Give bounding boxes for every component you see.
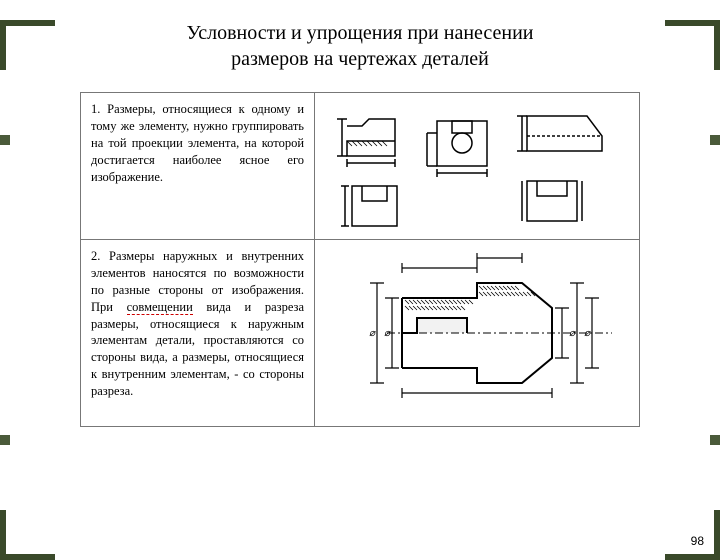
decoration-side xyxy=(714,20,720,70)
svg-text:⌀: ⌀ xyxy=(384,328,391,339)
decoration-side xyxy=(0,510,6,560)
title-line-1: Условности и упрощения при нанесении xyxy=(186,22,533,44)
rule-text-1: 1. Размеры, относящиеся к одному и тому … xyxy=(81,93,315,240)
technical-drawing-1-icon xyxy=(327,101,627,231)
title-line-2: размеров на чертежах деталей xyxy=(231,48,489,70)
decoration-corner xyxy=(665,554,720,560)
decoration-corner xyxy=(0,554,55,560)
decoration-square xyxy=(0,435,10,445)
underlined-text: совмещении xyxy=(127,300,193,315)
content-table: 1. Размеры, относящиеся к одному и тому … xyxy=(80,92,640,427)
table-row: 1. Размеры, относящиеся к одному и тому … xyxy=(81,93,640,240)
page-number: 98 xyxy=(691,534,704,548)
decoration-square xyxy=(0,135,10,145)
decoration-corner xyxy=(665,20,720,26)
page-title: Условности и упрощения при нанесении раз… xyxy=(0,20,720,72)
technical-drawing-2-icon: ⌀ ⌀ ⌀ ⌀ xyxy=(327,248,627,418)
rule-text-2: 2. Размеры наружных и внутренних элемент… xyxy=(81,240,315,427)
svg-text:⌀: ⌀ xyxy=(569,328,576,339)
table-row: 2. Размеры наружных и внутренних элемент… xyxy=(81,240,640,427)
svg-text:⌀: ⌀ xyxy=(584,328,591,339)
drawing-cell-1 xyxy=(315,93,640,240)
drawing-cell-2: ⌀ ⌀ ⌀ ⌀ xyxy=(315,240,640,427)
decoration-corner xyxy=(0,20,55,26)
decoration-side xyxy=(0,20,6,70)
decoration-square xyxy=(710,135,720,145)
decoration-square xyxy=(710,435,720,445)
svg-text:⌀: ⌀ xyxy=(369,328,376,339)
decoration-side xyxy=(714,510,720,560)
